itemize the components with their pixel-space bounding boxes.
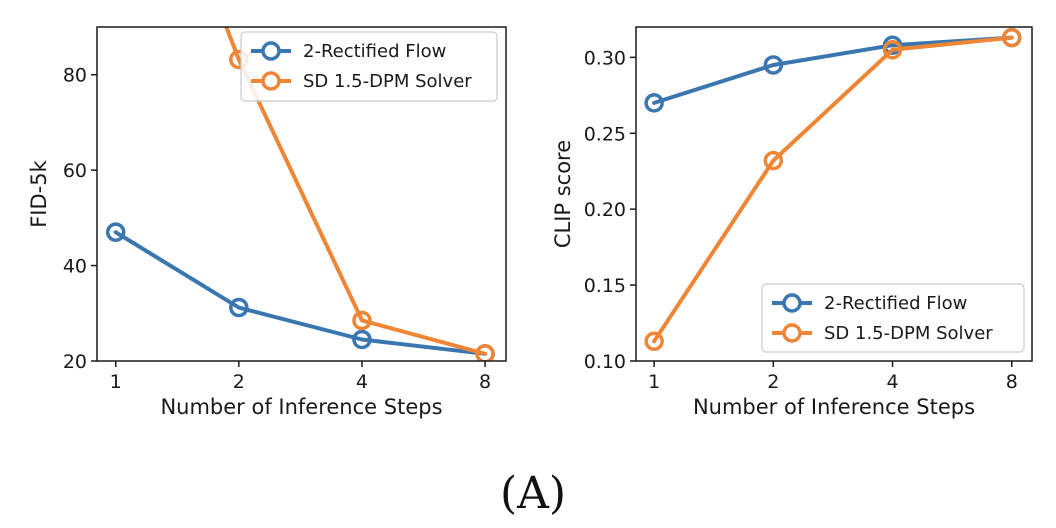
clip-chart: 1 2 4 8 0.10 0.15 0.20 0.25 0.30 Number of Infere… — [551, 26, 1033, 419]
clip-y-tick-label: 0.10 — [584, 351, 626, 373]
fid-legend-label-rectified-flow: 2-Rectified Flow — [303, 41, 446, 62]
clip-point-sd-1 — [644, 331, 664, 352]
fid-x-axis-label: Number of Inference Steps — [160, 395, 442, 419]
fid-x-tick-label: 1 — [110, 371, 122, 393]
fid-legend-label-sd-dpm-solver: SD 1.5-DPM Solver — [303, 71, 472, 92]
clip-legend: 2-Rectified Flow SD 1.5-DPM Solver — [761, 283, 1025, 353]
clip-point-sd-4 — [882, 40, 903, 60]
fid-point-sd-8 — [475, 344, 495, 361]
clip-x-tick-label: 2 — [767, 371, 779, 393]
fid-chart: 1 2 4 8 20 40 60 80 Number of Inference Steps FID… — [27, 26, 507, 419]
clip-point-rectified-1 — [644, 93, 664, 113]
figure-caption: (A) — [500, 468, 566, 519]
clip-line-sd-dpm-solver — [652, 35, 1014, 344]
fid-point-rectified-4 — [352, 329, 372, 350]
fid-point-rectified-1 — [105, 222, 126, 242]
clip-axes-frame — [635, 26, 1033, 362]
clip-point-sd-2 — [763, 150, 784, 171]
clip-y-axis-label: CLIP score — [551, 140, 575, 248]
clip-legend-marker — [782, 293, 802, 313]
fid-legend: 2-Rectified Flow SD 1.5-DPM Solver — [240, 31, 498, 102]
fid-series-sd-dpm-solver — [224, 27, 495, 361]
fid-y-tick-label: 60 — [63, 160, 87, 182]
clip-legend-label-rectified-flow: 2-Rectified Flow — [824, 293, 967, 314]
fid-axes-frame — [96, 26, 507, 362]
fid-y-axis-label: FID-5k — [27, 159, 51, 227]
clip-point-rectified-2 — [763, 55, 784, 75]
clip-x-tick-label: 1 — [648, 371, 660, 393]
clip-x-tick-label: 8 — [1006, 371, 1018, 393]
fid-line-rectified-flow — [113, 230, 488, 356]
fid-point-sd-4 — [352, 310, 372, 331]
clip-x-axis-label: Number of Inference Steps — [693, 395, 975, 419]
clip-point-sd-8 — [1001, 27, 1022, 48]
fid-x-tick-label: 2 — [233, 371, 245, 393]
clip-y-tick-label: 0.15 — [584, 275, 626, 297]
clip-y-tick-label: 0.30 — [584, 47, 626, 69]
fid-point-rectified-2 — [229, 297, 249, 318]
clip-line-rectified-flow — [652, 35, 1014, 105]
fid-legend-marker — [261, 41, 281, 61]
fid-y-tick-label: 20 — [63, 351, 87, 373]
fid-legend-marker — [261, 71, 281, 91]
fid-y-tick-label: 80 — [63, 65, 87, 87]
fid-x-tick-label: 8 — [479, 371, 491, 393]
clip-y-tick-label: 0.25 — [584, 123, 626, 145]
fid-line-sd-dpm-solver — [224, 27, 488, 356]
clip-series-sd-dpm-solver — [644, 27, 1022, 352]
clip-x-tick-label: 4 — [886, 371, 898, 393]
fid-x-tick-label: 4 — [356, 371, 368, 393]
clip-legend-label-sd-dpm-solver: SD 1.5-DPM Solver — [824, 323, 993, 344]
clip-legend-marker — [782, 323, 802, 343]
clip-y-tick-label: 0.20 — [584, 199, 626, 221]
fid-y-tick-label: 40 — [63, 256, 87, 278]
